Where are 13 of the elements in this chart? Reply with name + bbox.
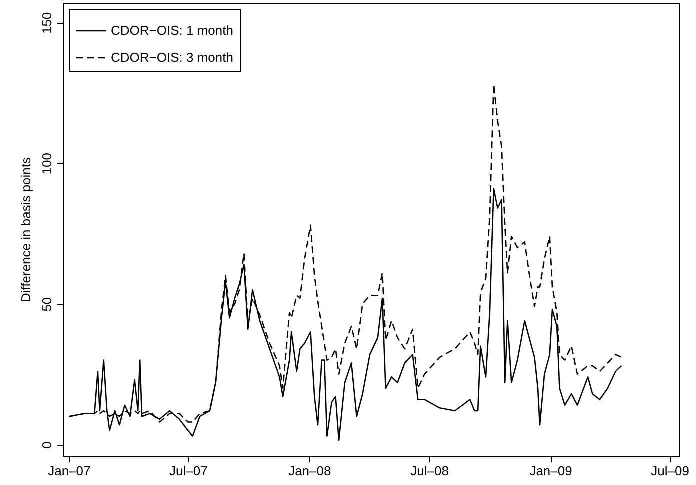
- x-tick-label: Jul–09: [651, 464, 690, 478]
- x-tick-label: Jul–07: [170, 464, 208, 478]
- y-tick-label: 0: [40, 442, 54, 449]
- legend-label: CDOR−OIS: 1 month: [111, 23, 234, 38]
- legend-label: CDOR−OIS: 3 month: [111, 50, 234, 65]
- x-tick-label: Jan–07: [48, 464, 91, 478]
- y-tick-label: 100: [40, 153, 54, 175]
- x-tick-label: Jan–09: [530, 464, 572, 478]
- x-tick-label: Jan–08: [288, 464, 332, 478]
- y-tick-label: 50: [40, 297, 54, 312]
- y-axis-title: Difference in basis points: [18, 157, 34, 303]
- x-tick-label: Jul–08: [410, 464, 449, 478]
- y-tick-label: 150: [40, 12, 54, 34]
